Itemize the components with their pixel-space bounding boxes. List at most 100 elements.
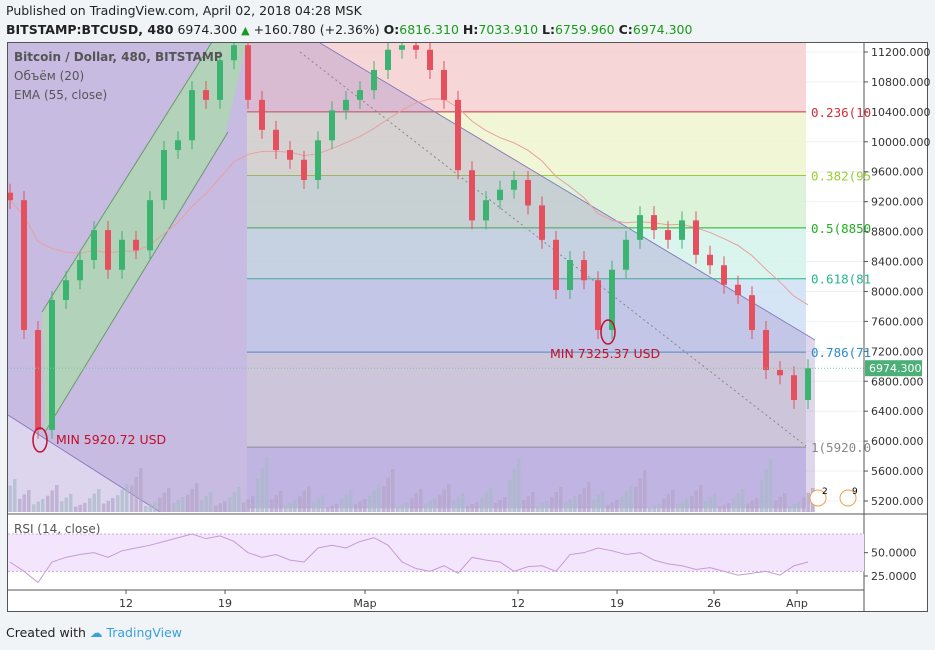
volume-bar <box>372 490 376 512</box>
asc-channel-line <box>41 43 212 313</box>
volume-bar <box>676 504 680 512</box>
volume-bar <box>657 504 661 512</box>
candle-body <box>217 60 223 100</box>
volume-bar <box>512 468 516 512</box>
candle-body <box>581 260 587 281</box>
close-label: C: <box>618 22 633 37</box>
volume-bar <box>774 500 778 512</box>
volume-bar <box>106 500 110 512</box>
y-tick-label: 6400.000 <box>871 405 924 418</box>
rsi-tick-label: 25.0000 <box>871 570 917 583</box>
y-tick-label: 8400.000 <box>871 256 924 269</box>
volume-bar <box>27 490 31 512</box>
y-tick-label: 5200.000 <box>871 495 924 508</box>
tradingview-link[interactable]: TradingView <box>106 625 182 640</box>
volume-bar <box>610 502 614 512</box>
candle-body <box>77 260 83 281</box>
candle-body <box>805 368 811 400</box>
low-label: L: <box>542 22 555 37</box>
fib-zone <box>247 352 806 448</box>
fib-level-label: 0.382(95 <box>811 168 871 183</box>
volume-bar <box>256 479 260 512</box>
candle-body <box>651 215 657 231</box>
volume-bar <box>358 501 362 512</box>
x-tick-label: Апр <box>786 597 808 610</box>
volume-bar <box>452 500 456 512</box>
rsi-line <box>9 533 809 584</box>
price-pane <box>8 43 864 512</box>
y-tick-label: 10800.000 <box>871 76 931 89</box>
footer: Created with ☁ TradingView <box>6 625 182 640</box>
candle-body <box>203 90 209 100</box>
volume-bar <box>652 505 656 512</box>
volume-bar <box>802 497 806 512</box>
fib-level-label: 0.236(10 <box>811 105 871 120</box>
candle-body <box>763 329 769 371</box>
candle-body <box>413 45 419 50</box>
fib-level-label: 1(5920.0 <box>811 440 871 455</box>
volume-bar <box>190 488 194 512</box>
volume-bar <box>391 469 395 512</box>
candle-body <box>259 99 265 130</box>
volume-bar <box>760 480 764 512</box>
symbol-info: BITSTAMP:BTCUSD, 480 6974.300 ▲ +160.780… <box>6 22 692 37</box>
volume-bar <box>783 493 787 512</box>
volume-bar <box>629 486 633 512</box>
volume-bar <box>232 492 236 512</box>
rsi-band <box>8 534 864 572</box>
volume-bar <box>83 503 87 512</box>
fib-zone <box>247 278 806 353</box>
volume-bar <box>228 497 232 512</box>
volume-bar <box>624 491 628 512</box>
candle-body <box>329 110 335 141</box>
candle-body <box>8 192 13 201</box>
volume-bar <box>386 477 390 512</box>
fib-zone <box>247 43 806 112</box>
volume-bar <box>237 487 241 512</box>
volume-bar <box>41 499 45 512</box>
volume-bar <box>153 502 157 512</box>
candle-body <box>721 265 727 285</box>
volume-bar <box>475 502 479 512</box>
volume-bar <box>419 489 423 512</box>
volume-bar <box>769 459 773 512</box>
volume-bar <box>363 499 367 512</box>
volume-bar <box>442 489 446 512</box>
volume-bar <box>18 498 22 512</box>
high-label: H: <box>462 22 479 37</box>
change: +160.780 (+2.36%) <box>253 22 380 37</box>
tradingview-logo-icon: ☁ <box>89 625 103 640</box>
volume-bar <box>204 496 208 512</box>
volume-bar <box>424 503 428 512</box>
volume-bar <box>312 501 316 512</box>
volume-bar <box>620 496 624 512</box>
volume-bar <box>414 493 418 512</box>
volume-bar <box>470 504 474 512</box>
volume-bar <box>522 500 526 512</box>
event-flag-icon <box>839 489 857 507</box>
volume-bar <box>699 485 703 512</box>
volume-bar <box>484 492 488 512</box>
series-title: Bitcoin / Dollar, 480, BITSTAMP <box>14 50 223 64</box>
volume-bar <box>92 493 96 512</box>
close-value: 6974.300 <box>632 22 693 37</box>
candle-body <box>133 239 139 251</box>
candle-body <box>231 45 237 61</box>
volume-bar <box>797 502 801 512</box>
volume-bar <box>456 496 460 512</box>
candle-body <box>147 200 153 251</box>
volume-bar <box>22 494 26 512</box>
volume-bar <box>550 497 554 512</box>
volume-bar <box>396 506 400 512</box>
volume-bar <box>130 485 134 512</box>
volume-bar <box>694 490 698 512</box>
volume-bar <box>685 499 689 512</box>
y-tick-label: 6800.000 <box>871 375 924 388</box>
volume-bar <box>741 489 745 512</box>
volume-legend: Объём (20) <box>14 69 85 83</box>
volume-bar <box>447 484 451 512</box>
candle-body <box>623 239 629 270</box>
volume-bar <box>260 468 264 512</box>
last-price: 6974.300 <box>177 22 238 37</box>
